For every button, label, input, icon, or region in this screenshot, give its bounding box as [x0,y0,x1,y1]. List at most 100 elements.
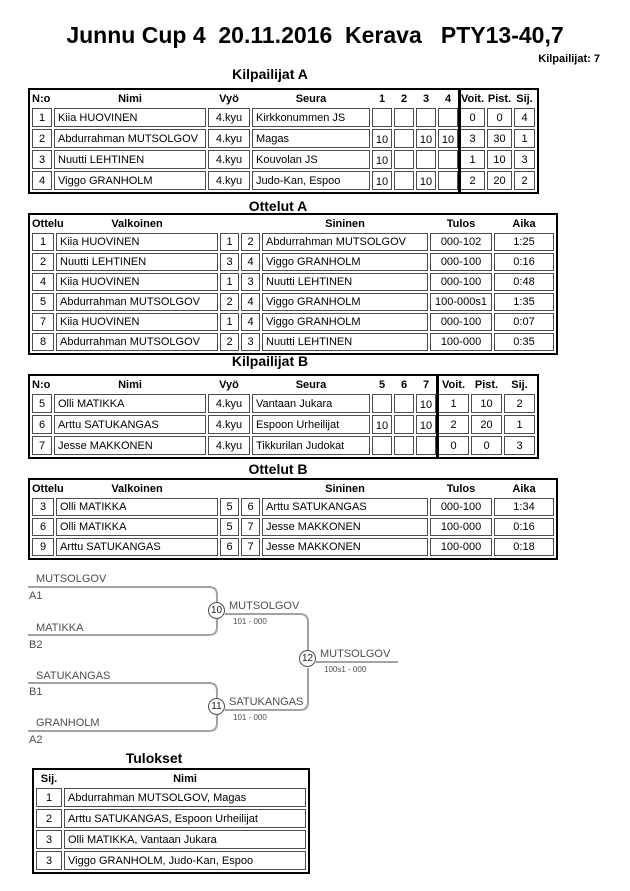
cell-round: 10 [372,415,392,434]
cell-match-no: 9 [32,538,54,556]
cell-points: 10 [471,394,502,413]
cell-round: 10 [372,129,392,148]
col-header-round: 5 [378,379,386,391]
cell-name: Viggo GRANHOLM [54,171,206,190]
cell-blue-no: 4 [241,253,260,271]
cell-time: 0:16 [494,518,554,536]
cell-blue-name: Viggo GRANHOLM [262,253,428,271]
col-header-time: Aika [512,218,536,230]
bracket-sf1-bottom-seed: B2 [29,639,43,651]
cell-blue-no: 7 [241,538,260,556]
col-header-points: Pist. [487,93,512,105]
table-row: 2 Arttu SATUKANGAS, Espoon Urheilijat [36,809,306,828]
cell-blue-name: Nuutti LEHTINEN [262,333,428,351]
col-header-round: 3 [422,93,430,105]
cell-points: 30 [487,129,512,148]
col-header-club: Seura [295,379,327,391]
cell-match-no: 8 [32,333,54,351]
cell-name: Nuutti LEHTINEN [54,150,206,169]
col-header-blue: Sininen [325,218,365,230]
cell-match-no: 2 [32,253,54,271]
col-header-blue-no [241,482,260,496]
cell-round: 10 [438,129,458,148]
col-header-round: 1 [378,93,386,105]
cell-points: 0 [487,108,512,127]
col-header-blue: Sininen [325,483,365,495]
cell-white-name: Nuutti LEHTINEN [56,253,218,271]
cell-match-no: 3 [32,498,54,516]
col-header-round: 6 [400,379,408,391]
cell-blue-name: Abdurrahman MUTSOLGOV [262,233,428,251]
col-header-no: N:o [32,93,51,105]
cell-name: Arttu SATUKANGAS [54,415,206,434]
cell-time: 0:35 [494,333,554,351]
bracket-match-number-badge: 10 [208,602,225,619]
cell-name: Olli MATIKKA, Vantaan Jukara [64,830,306,849]
col-header-match: Ottelu [32,218,64,230]
cell-belt: 4.kyu [208,129,250,148]
pool-a-header-row: N:o Nimi Vyö Seura 1 2 3 4 Voit. Pist. S… [32,92,535,106]
cell-place: 3 [504,436,535,455]
cell-time: 1:34 [494,498,554,516]
cell-points: 0 [471,436,502,455]
cell-time: 0:07 [494,313,554,331]
cell-result: 000-100 [430,273,492,291]
cell-white-no: 6 [220,538,239,556]
col-header-no: N:o [32,379,51,391]
col-header-result: Tulos [446,483,476,495]
cell-round: 10 [372,150,392,169]
cell-wins: 0 [460,108,485,127]
col-header-belt: Vyö [219,379,239,391]
cell-club: Vantaan Jukara [252,394,370,413]
cell-result: 000-102 [430,233,492,251]
page-title: Junnu Cup 4 20.11.2016 Kerava PTY13-40,7 [66,22,564,48]
cell-round [372,394,392,413]
cell-time: 1:25 [494,233,554,251]
table-row: 1 Kiia HUOVINEN 4.kyu Kirkkonummen JS 0 … [32,108,535,127]
cell-wins: 1 [460,150,485,169]
cell-match-no: 5 [32,293,54,311]
cell-round [438,150,458,169]
bracket-final-winner-name: MUTSOLGOV [320,648,391,660]
table-row: 3 Viggo GRANHOLM, Judo-Kan, Espoo [36,851,306,870]
cell-place: 3 [36,851,62,870]
cell-belt: 4.kyu [208,171,250,190]
table-row: 7 Jesse MAKKONEN 4.kyu Tikkurilan Judoka… [32,436,535,455]
cell-round [416,436,436,455]
col-header-round: 2 [400,93,408,105]
competitors-count: Kilpailijat: 7 [538,53,600,65]
cell-white-no: 3 [220,253,239,271]
cell-time: 0:16 [494,253,554,271]
cell-place: 2 [36,809,62,828]
cell-round [394,394,414,413]
cell-round [372,108,392,127]
cell-result: 100-000 [430,518,492,536]
cell-club: Kirkkonummen JS [252,108,370,127]
cell-match-no: 6 [32,518,54,536]
cell-result: 000-100 [430,313,492,331]
cell-result: 000-100 [430,498,492,516]
cell-white-no: 1 [220,233,239,251]
cell-name: Jesse MAKKONEN [54,436,206,455]
bracket-line-sf2-winner [225,668,309,711]
col-header-place: Sij. [511,379,528,391]
bracket-sf2-bottom-seed: A2 [29,734,43,746]
col-header-name: Nimi [118,379,142,391]
cell-club: Kouvolan JS [252,150,370,169]
pool-a-thick-divider [458,90,461,192]
cell-blue-name: Jesse MAKKONEN [262,538,428,556]
cell-round [438,108,458,127]
col-header-place: Sij. [516,93,533,105]
table-row: 4 Viggo GRANHOLM 4.kyu Judo-Kan, Espoo 1… [32,171,535,190]
cell-round [438,171,458,190]
cell-blue-name: Viggo GRANHOLM [262,293,428,311]
cell-no: 2 [32,129,52,148]
cell-white-no: 1 [220,273,239,291]
cell-result: 100-000s1 [430,293,492,311]
table-row: 2 Nuutti LEHTINEN 3 4 Viggo GRANHOLM 000… [32,253,554,271]
bracket-sf2-top-name: SATUKANGAS [36,670,111,682]
pool-b-table: N:o Nimi Vyö Seura 5 6 7 Voit. Pist. Sij… [28,374,539,459]
cell-no: 3 [32,150,52,169]
cell-no: 4 [32,171,52,190]
